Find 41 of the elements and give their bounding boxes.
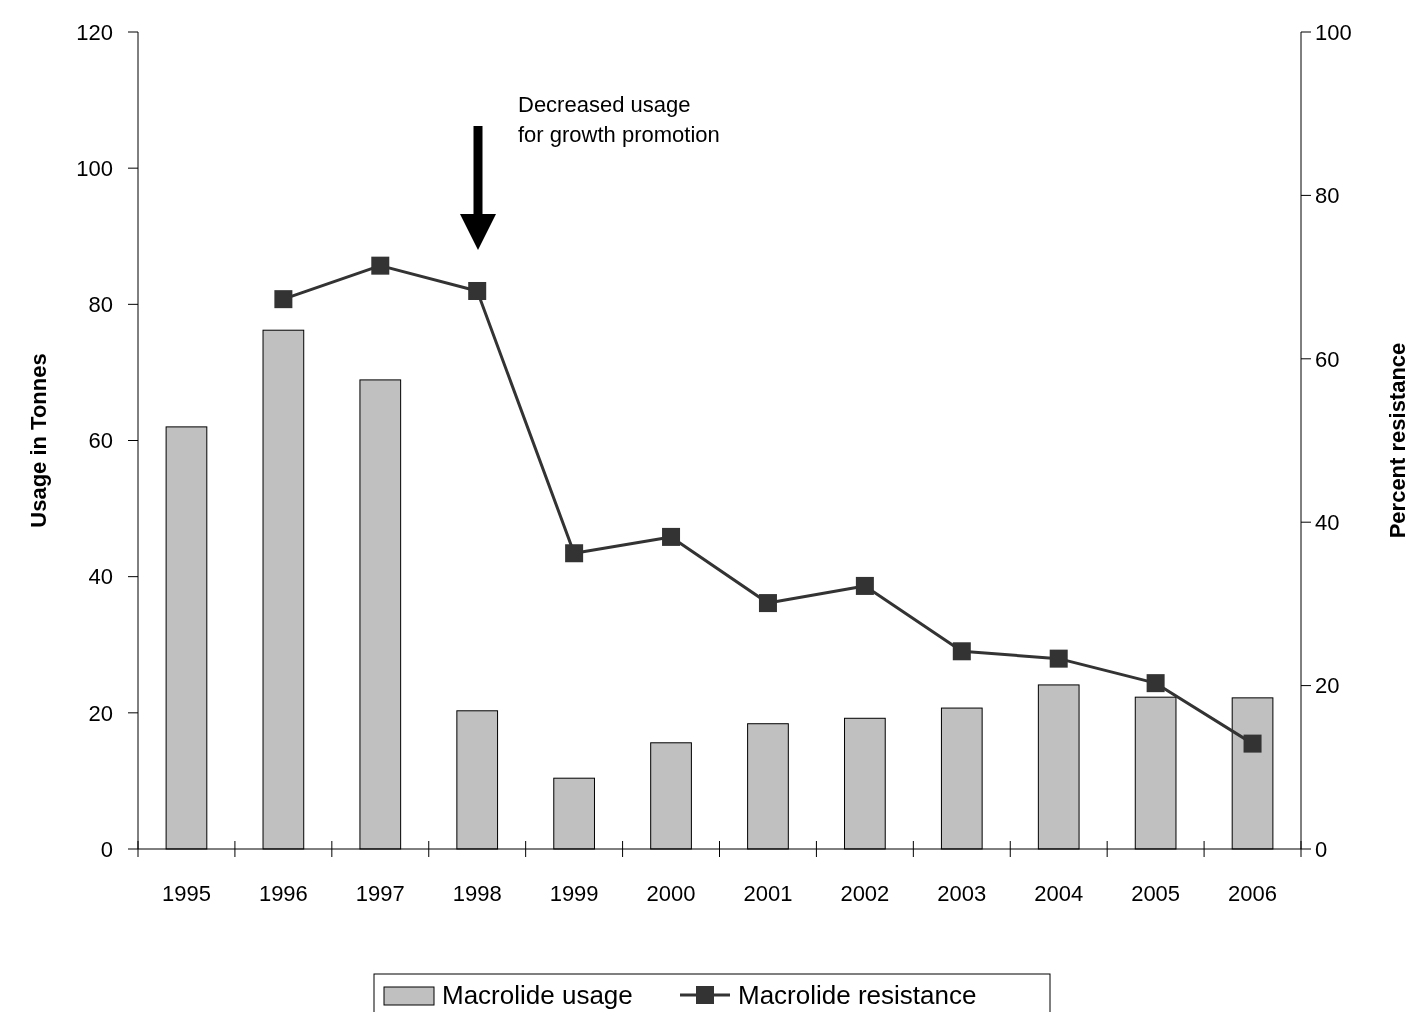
x-tick-label: 2004 [1034,881,1084,906]
x-tick-label: 2000 [646,881,696,906]
y2-tick-label: 80 [1315,183,1340,209]
x-tick-label: 1995 [161,881,211,906]
point [274,290,293,309]
legend-label: Macrolide usage [442,980,633,1011]
y-axis-title: Usage in Tonnes [26,353,51,528]
x-tick-label: 1998 [452,881,502,906]
x-tick-label: 1996 [258,881,308,906]
point [1049,649,1068,668]
point [468,281,487,300]
point [952,642,971,661]
y2-tick-label: 60 [1315,346,1340,372]
point [1146,674,1165,693]
point [1243,734,1262,753]
point [855,576,874,595]
point [662,527,681,546]
y-tick-label: 0 [100,836,113,862]
x-tick-label: 1997 [355,881,405,906]
x-tick-label: 2005 [1131,881,1181,906]
y2-tick-label: 40 [1315,509,1340,535]
annotation: Decreased usage for growth promotion [518,92,720,147]
point [371,256,390,275]
y-tick-label: 40 [88,564,113,590]
y-tick-label: 80 [88,292,113,318]
x-tick-label: 2006 [1228,881,1278,906]
x-tick-label: 2001 [743,881,793,906]
y2-tick-label: 100 [1315,19,1352,45]
legend-label: Macrolide resistance [738,980,977,1011]
x-tick-label: 2002 [840,881,890,906]
y2-tick-label: 0 [1315,836,1328,862]
x-tick-label: 2003 [937,881,987,906]
y-tick-label: 120 [76,19,113,45]
point [565,544,584,563]
y-tick-label: 20 [88,700,113,726]
y2-axis-title: Percent resistance [1385,342,1409,539]
y-tick-label: 100 [76,155,113,181]
x-tick-label: 1999 [549,881,599,906]
point [758,594,777,613]
y-tick-label: 60 [88,428,113,454]
y2-tick-label: 20 [1315,673,1340,699]
